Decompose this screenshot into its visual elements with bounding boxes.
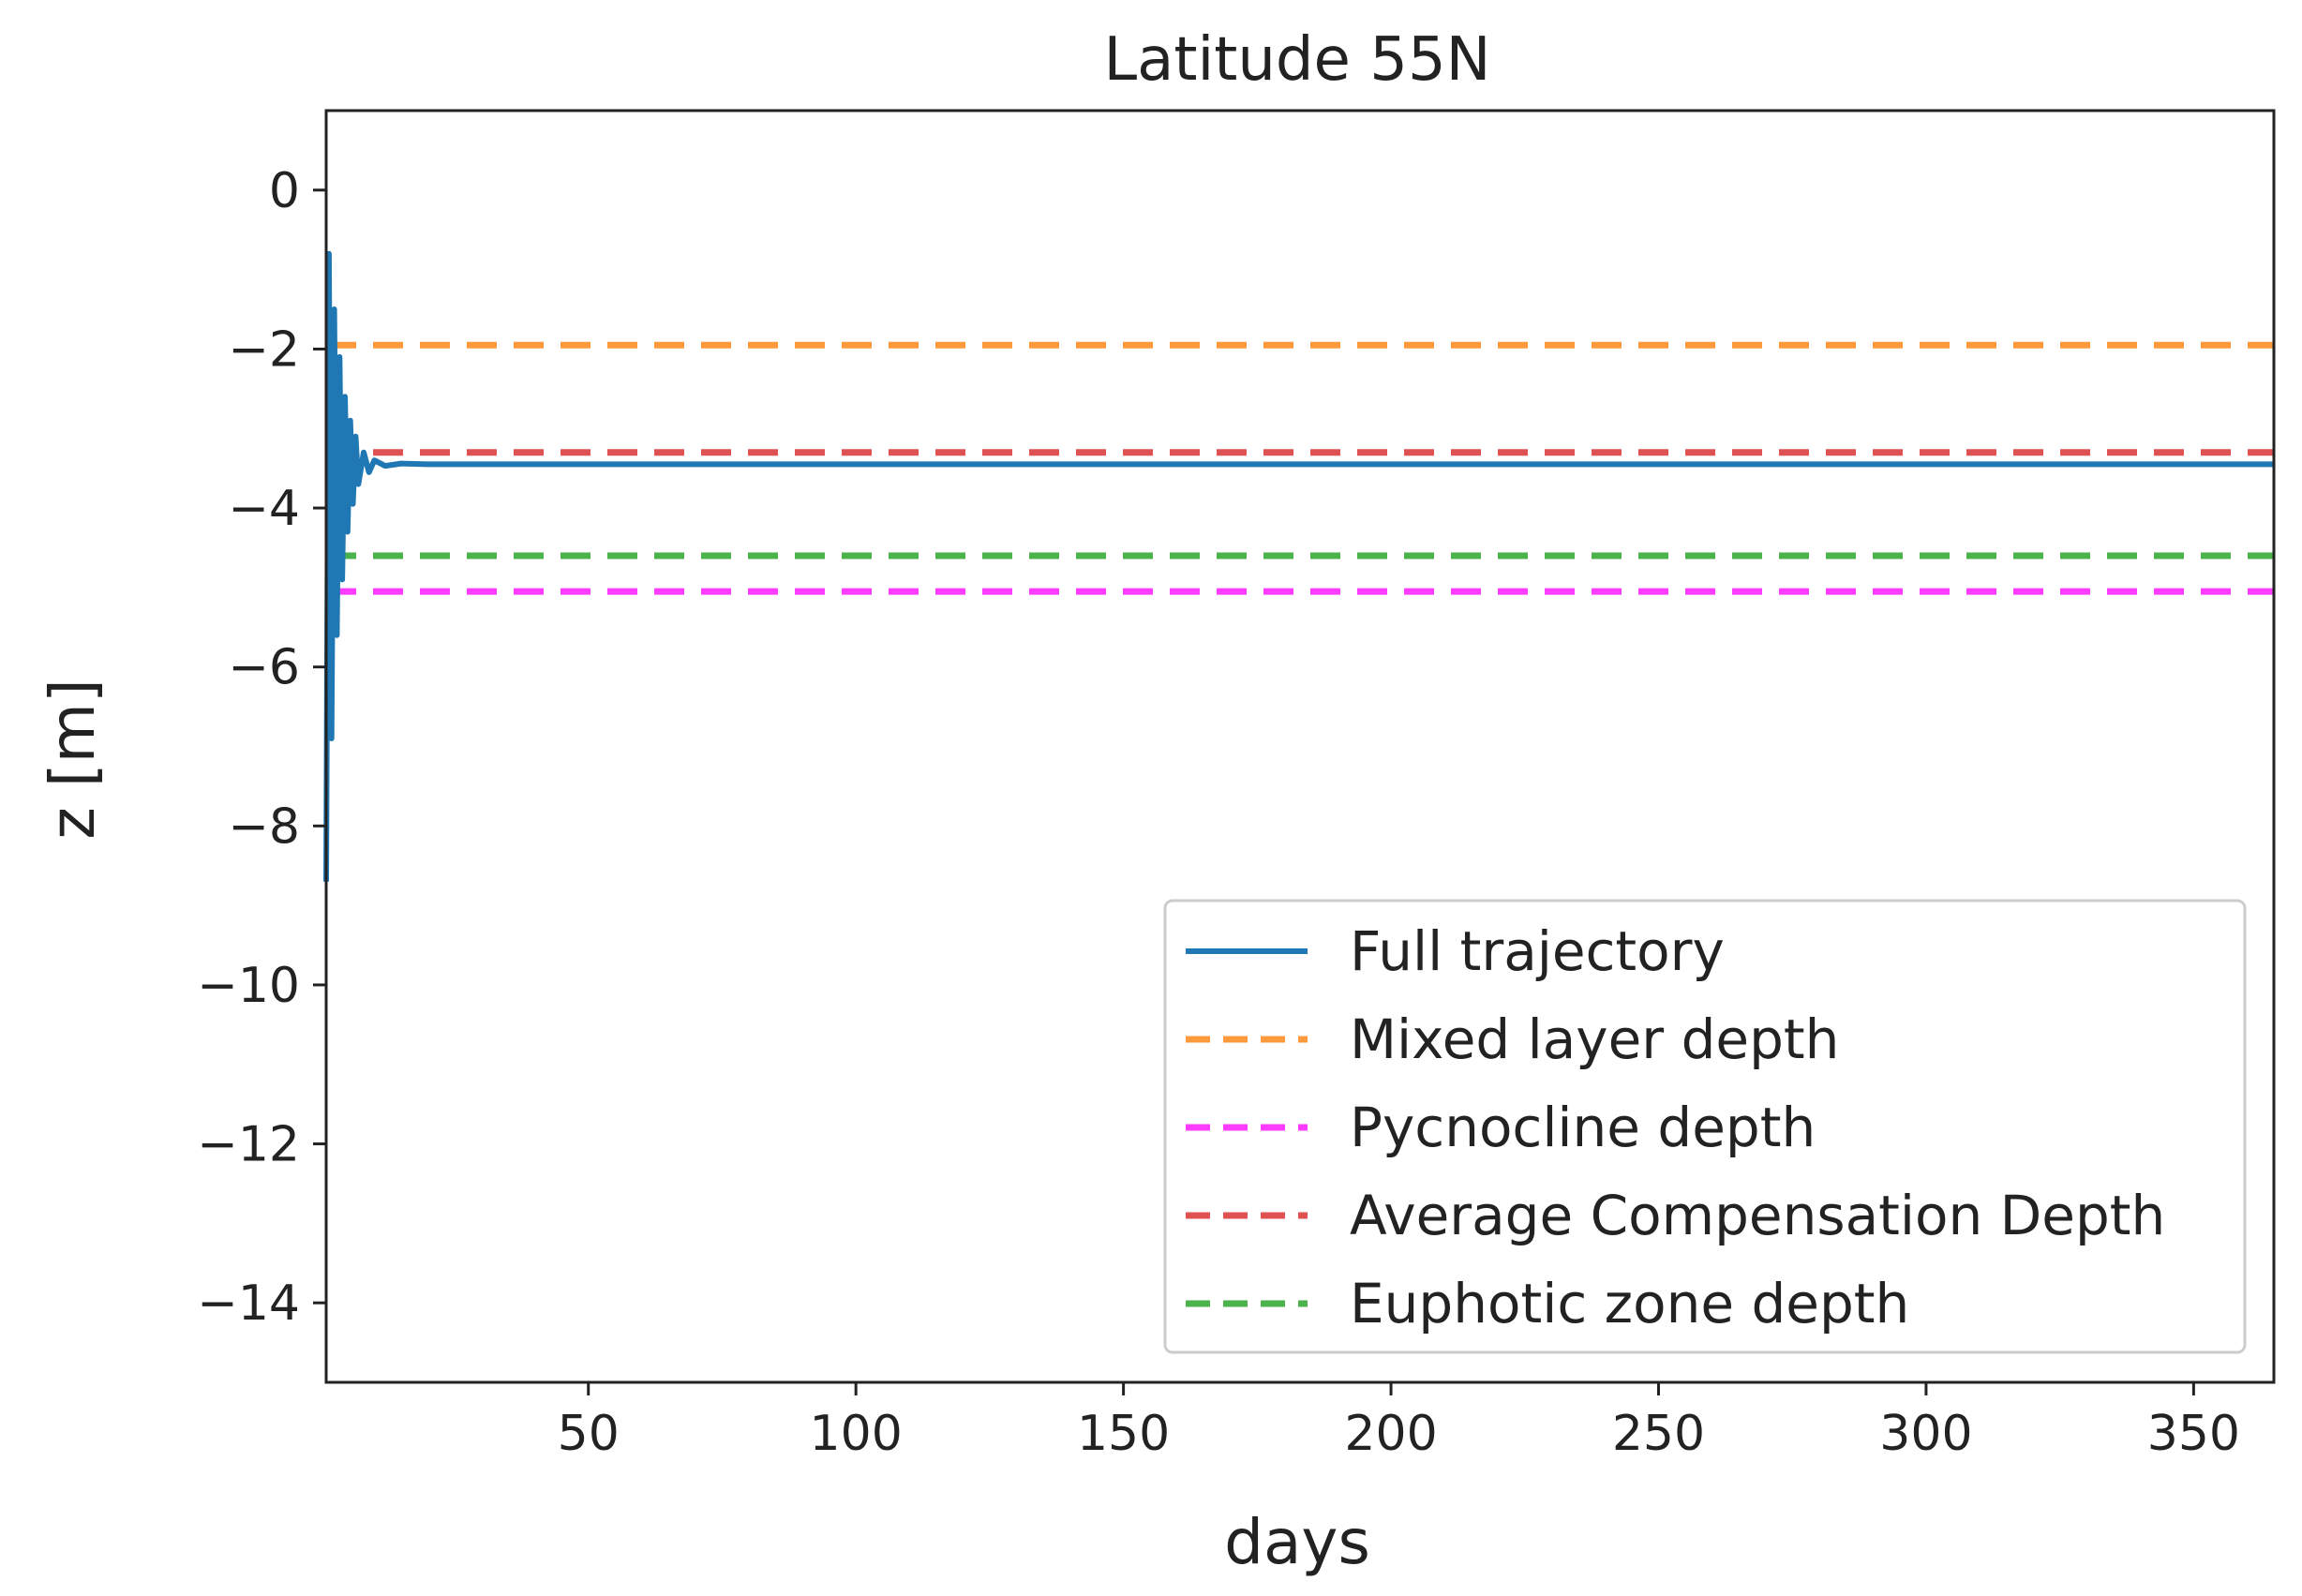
legend-box (1163, 899, 2247, 1354)
legend: Full trajectory Mixed layer depth Pycnocli… (1163, 899, 2247, 1354)
plot-frame (324, 109, 2276, 1384)
y-tick-label-7: −12 (197, 1117, 300, 1173)
x-tick-label-5: 250 (1612, 1406, 1705, 1462)
chart-title: Latitude 55N (1103, 25, 1490, 95)
series-layer (323, 250, 2274, 882)
x-tick-label-2: 100 (810, 1406, 903, 1462)
legend-label-1: Full trajectory (1350, 919, 1725, 983)
y-tick-label-1: 0 (269, 163, 300, 219)
y-tick-label-3: −4 (228, 481, 300, 537)
x-tick-label-7: 350 (2147, 1406, 2240, 1462)
legend-label-3: Pycnocline depth (1350, 1096, 1816, 1159)
y-tick-label-8: −14 (197, 1275, 300, 1332)
x-tick-label-4: 200 (1344, 1406, 1437, 1462)
legend-label-5: Euphotic zone depth (1350, 1272, 1909, 1335)
y-axis: 0 −2 −4 −6 −8 −10 −12 −14 (197, 163, 326, 1332)
legend-label-2: Mixed layer depth (1350, 1007, 1839, 1071)
y-tick-label-2: −2 (228, 321, 300, 378)
series-line-1 (323, 250, 2274, 882)
y-tick-label-4: −6 (228, 640, 300, 696)
x-axis: 50 100 150 200 250 300 350 (558, 1382, 2240, 1462)
x-tick-label-3: 150 (1077, 1406, 1170, 1462)
y-tick-label-6: −10 (197, 958, 300, 1014)
legend-label-4: Average Compensation Depth (1350, 1184, 2165, 1247)
y-tick-label-5: −8 (228, 798, 300, 855)
x-tick-label-1: 50 (558, 1406, 620, 1462)
x-axis-label: days (1224, 1506, 1370, 1578)
x-tick-label-6: 300 (1879, 1406, 1972, 1462)
y-axis-label: z [m] (37, 679, 109, 839)
